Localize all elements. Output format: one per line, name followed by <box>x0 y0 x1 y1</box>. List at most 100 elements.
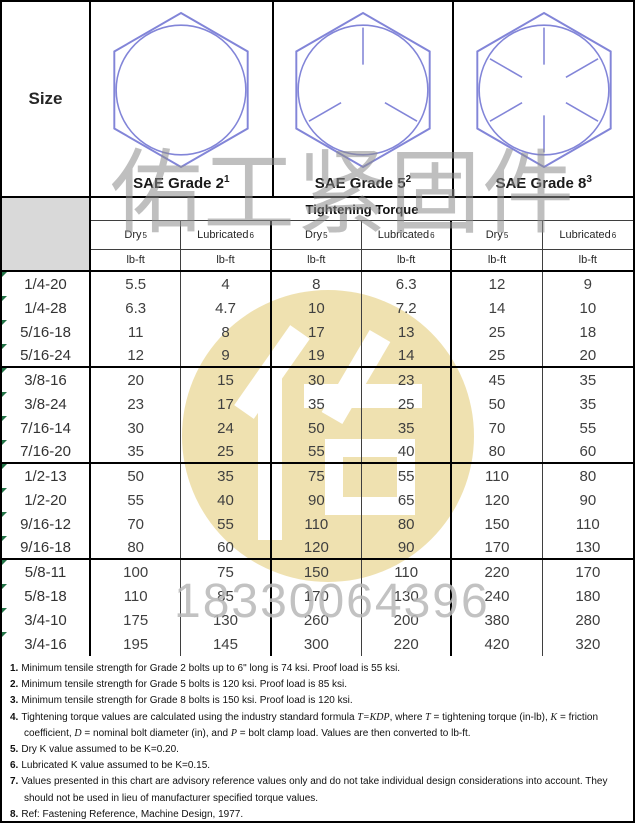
torque-value-cell: 35 <box>579 395 597 413</box>
footnote-line: 1. Minimum tensile strength for Grade 2 b… <box>10 661 626 677</box>
footnotes: 1. Minimum tensile strength for Grade 2 b… <box>2 656 633 821</box>
torque-value-cell: 25 <box>452 344 543 366</box>
torque-value-cell: 90 <box>579 491 597 509</box>
grade8-footnote-ref: 3 <box>586 174 592 185</box>
footnote-text: Minimum tensile strength for Grade 5 bol… <box>21 679 348 691</box>
torque-value-cell: 55 <box>91 488 182 512</box>
table-row: 1/2-20 55 40 90 65 120 90 <box>2 488 633 512</box>
data-rows: 1/4-20 5.5 4 8 6.3 12 9 1/4-28 6.3 4.7 10 7.2 14 10 5/… <box>2 272 633 656</box>
footnote-text: P <box>230 727 237 739</box>
torque-value-cell: 75 <box>272 464 362 488</box>
torque-value-cell: 130 <box>181 608 272 632</box>
torque-value-cell: 45 <box>452 368 543 392</box>
size-label: 7/16-20 <box>20 442 71 460</box>
footnote-number: 1. <box>10 663 19 674</box>
size-cell: 3/4-16 <box>2 632 91 656</box>
torque-value-cell: 30 <box>272 368 362 392</box>
torque-value-cell: 110 <box>452 464 543 488</box>
torque-value-cell: 70 <box>91 512 182 536</box>
torque-value-cell: 6.3 <box>91 296 182 320</box>
torque-value-cell: 18 <box>579 323 597 341</box>
footnote-text: Minimum tensile strength for Grade 8 bol… <box>21 695 353 707</box>
size-label: 5/8-18 <box>24 587 67 605</box>
size-cell: 5/16-24 <box>2 344 91 366</box>
grade5-header-cell: SAE Grade 52 <box>271 2 453 196</box>
torque-value-cell: 130 <box>575 538 601 556</box>
unit-cell: lb-ft <box>272 250 362 270</box>
col-header-dry-grade8: Dry 5 <box>452 221 543 250</box>
size-label: 5/8-11 <box>24 563 67 581</box>
torque-value-cell: 40 <box>362 440 453 462</box>
cell-flag-icon <box>2 584 7 589</box>
grade5-footnote-ref: 2 <box>405 174 412 185</box>
size-label: 3/8-16 <box>24 371 67 389</box>
unit-cell: lb-ft <box>181 250 272 270</box>
torque-value-cell: 100 <box>91 560 182 584</box>
size-label: 9/16-18 <box>20 538 71 556</box>
torque-value-cell: 65 <box>362 488 453 512</box>
torque-value-cell: 60 <box>579 442 597 460</box>
torque-value-cell: 8 <box>272 272 362 296</box>
footnote-line: 8. Ref: Fastening Reference, Machine Desi… <box>10 807 626 821</box>
table-row: 7/16-20 35 25 55 40 80 60 <box>2 440 633 464</box>
torque-value-cell: 110 <box>362 560 453 584</box>
cell-flag-icon <box>2 464 7 469</box>
cell-flag-icon <box>2 320 7 325</box>
size-header-label: Size <box>28 89 63 108</box>
unit-cell: lb-ft <box>578 254 597 266</box>
grade8-header-cell: SAE Grade 83 <box>452 2 633 196</box>
size-label: 1/4-20 <box>24 275 67 293</box>
table-row: 1/4-20 5.5 4 8 6.3 12 9 <box>2 272 633 296</box>
torque-value-cell: 4.7 <box>181 296 272 320</box>
size-label: 3/8-24 <box>24 395 67 413</box>
torque-value-cell: 120 <box>272 536 362 558</box>
torque-value-cell: 55 <box>181 512 272 536</box>
table-row: 1/2-13 50 35 75 55 110 80 <box>2 464 633 488</box>
col-header-lubricated-grade2: Lubricated 6 <box>181 221 272 250</box>
cell-flag-icon <box>2 272 7 277</box>
size-cell: 3/8-16 <box>2 368 91 392</box>
size-cell: 7/16-20 <box>2 440 91 462</box>
torque-value-cell: 420 <box>452 632 543 656</box>
table-row: 5/16-18 11 8 17 13 25 18 <box>2 320 633 344</box>
table-row: 9/16-18 80 60 120 90 170 130 <box>2 536 633 560</box>
cell-flag-icon <box>2 296 7 301</box>
torque-value-cell: 80 <box>91 536 182 558</box>
torque-value-cell: 8 <box>181 320 272 344</box>
size-cell: 1/2-13 <box>2 464 91 488</box>
footnote-text: Ref: Fastening Reference, Machine Design… <box>21 808 244 820</box>
size-cell: 9/16-12 <box>2 512 91 536</box>
grade8-label: SAE Grade 83 <box>495 171 591 193</box>
table-row: 3/4-10 175 130 260 200 380 280 <box>2 608 633 632</box>
torque-value-cell: 170 <box>452 536 543 558</box>
torque-value-cell: 170 <box>575 563 601 581</box>
torque-value-cell: 6.3 <box>362 272 453 296</box>
grade5-label-text: SAE Grade 5 <box>314 175 406 192</box>
torque-value-cell: 240 <box>452 584 543 608</box>
torque-value-cell: 110 <box>272 512 362 536</box>
footnote-number: 6. <box>10 760 19 772</box>
torque-value-cell: 35 <box>272 392 362 416</box>
torque-value-cell: 145 <box>181 632 272 656</box>
torque-value-cell: 90 <box>272 488 362 512</box>
torque-value-cell: 4 <box>181 272 272 296</box>
torque-value-cell: 300 <box>272 632 362 656</box>
torque-value-cell: 25 <box>362 392 453 416</box>
torque-value-cell: 55 <box>362 464 453 488</box>
torque-value-cell: 120 <box>452 488 543 512</box>
torque-value-cell: 35 <box>181 464 272 488</box>
footnote-text: Lubricated K value assumed to be K=0.15. <box>21 760 211 772</box>
footnote-line: 6. Lubricated K value assumed to be K=0.1… <box>10 758 626 774</box>
footnote-line: 4. Tightening torque values are calculate… <box>10 710 626 742</box>
torque-value-cell: 20 <box>579 346 597 364</box>
torque-value-cell: 20 <box>91 368 182 392</box>
torque-value-cell: 17 <box>272 320 362 344</box>
torque-value-cell: 5.5 <box>91 272 182 296</box>
size-cell: 5/16-18 <box>2 320 91 344</box>
cell-flag-icon <box>2 392 7 397</box>
footnote-text: T <box>425 711 431 723</box>
torque-group-header: Tightening Torque <box>91 198 633 221</box>
torque-value-cell: 130 <box>362 584 453 608</box>
torque-value-cell: 110 <box>575 515 600 533</box>
